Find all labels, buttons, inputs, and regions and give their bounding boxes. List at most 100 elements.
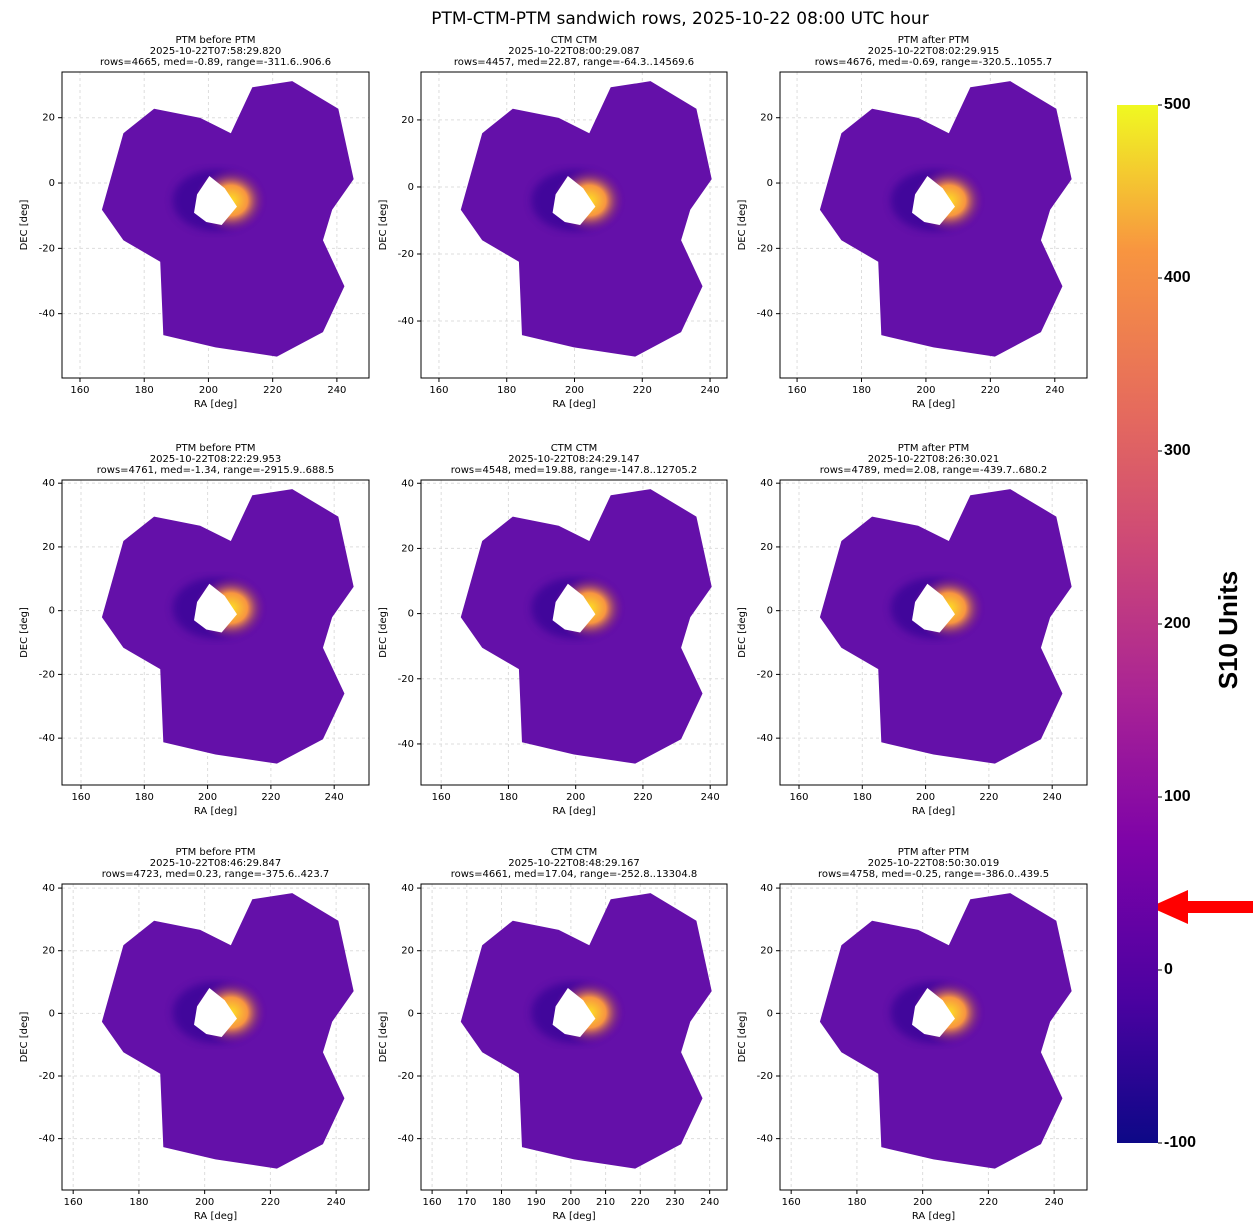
red-arrow [1150,890,1253,924]
x-tick-label: 240 [701,792,720,803]
panel: 160 180 200 220 240 -40 -20 0 20 40 RA [deg] DEC [d… [737,443,1088,817]
panel-title: PTM after PTM [898,443,970,454]
x-tick-label: 160 [71,792,90,803]
panel: 160 180 200 220 240 -40 -20 0 20 40 RA [deg] DEC [d… [378,443,728,817]
panel: 160 180 200 220 240 -40 -20 0 20 40 RA [deg] DEC [d… [19,443,370,817]
panel-title: PTM after PTM [898,35,970,46]
x-tick-label: 180 [135,792,154,803]
y-tick-label: 20 [42,113,55,124]
panel: 160 170 180 190 200 210 220 230 240 -40 -20 0 20 40 RA… [378,847,728,1222]
center-hole [194,988,237,1037]
x-tick-label: 200 [916,792,935,803]
x-tick-label: 220 [263,385,282,396]
panel-timestamp: 2025-10-22T08:48:29.167 [508,858,639,869]
y-tick-label: 40 [42,478,55,489]
y-tick-label: -20 [39,669,55,680]
y-tick-label: 20 [401,543,414,554]
axes-frame [420,883,728,1191]
colorbar-tick-label: 500 [1164,96,1191,113]
x-tick-label: 180 [135,385,154,396]
panel-title: PTM before PTM [175,35,255,46]
y-tick-label: -20 [757,1071,773,1082]
x-tick-label: 200 [195,1197,214,1208]
x-tick-label: 200 [199,385,218,396]
y-tick-label: 20 [42,542,55,553]
y-tick-label: -40 [398,739,414,750]
y-tick-label: -20 [398,674,414,685]
y-tick-label: -40 [757,733,773,744]
y-tick-label: 40 [42,883,55,894]
x-tick-label: 240 [1045,1197,1064,1208]
y-tick-label: -20 [39,243,55,254]
panel-title: CTM CTM [551,35,598,46]
x-tick-label: 180 [492,1197,511,1208]
panel-timestamp: 2025-10-22T08:00:29.087 [508,46,639,57]
colorbar-label: S10 Units [1213,571,1243,690]
x-tick-label: 180 [852,385,871,396]
x-tick-label: 160 [789,792,808,803]
panel: 160 180 200 220 240 -40 -20 0 20 40 RA [deg] DEC [d… [19,847,370,1222]
x-tick-label: 160 [782,1197,801,1208]
x-axis-label: RA [deg] [552,1211,595,1222]
y-tick-label: 0 [49,606,55,617]
x-tick-label: 180 [129,1197,148,1208]
x-axis-label: RA [deg] [912,399,955,410]
panel-stats: rows=4548, med=19.88, range=-147.8..1270… [451,465,698,476]
y-tick-label: 0 [767,606,773,617]
axes-frame [61,479,370,786]
x-tick-label: 160 [70,385,89,396]
x-axis-label: RA [deg] [194,1211,237,1222]
y-tick-label: -20 [398,1071,414,1082]
center-hole [552,176,596,225]
x-axis-label: RA [deg] [912,806,955,817]
panel-stats: rows=4665, med=-0.89, range=-311.6..906.… [100,57,331,68]
y-tick-label: -20 [757,243,773,254]
center-hole [912,583,955,633]
y-axis-label: DEC [deg] [378,1011,389,1062]
x-tick-label: 180 [853,792,872,803]
x-tick-label: 240 [1043,792,1062,803]
x-tick-label: 160 [429,385,448,396]
panel: 160 180 200 220 240 -40 -20 0 20 RA [deg] DEC [deg… [737,35,1088,410]
panel-timestamp: 2025-10-22T08:50:30.019 [868,858,999,869]
panel-timestamp: 2025-10-22T08:22:29.953 [150,454,281,465]
x-tick-label: 220 [633,792,652,803]
x-tick-label: 220 [981,385,1000,396]
y-axis-label: DEC [deg] [19,607,30,658]
panel-title: PTM after PTM [898,847,970,858]
axes-frame [779,883,1088,1191]
y-tick-label: -40 [398,1134,414,1145]
y-tick-label: -40 [39,309,55,320]
y-tick-label: 0 [408,182,414,193]
y-tick-label: 0 [49,1008,55,1019]
center-hole [552,988,596,1037]
panel-stats: rows=4676, med=-0.69, range=-320.5..1055… [815,57,1052,68]
x-tick-label: 220 [633,385,652,396]
center-hole [912,176,955,225]
x-tick-label: 240 [701,385,720,396]
x-tick-label: 220 [261,792,280,803]
y-axis-label: DEC [deg] [737,1011,748,1062]
y-axis-label: DEC [deg] [378,199,389,250]
y-tick-label: 0 [49,178,55,189]
panel: 160 180 200 220 240 -40 -20 0 20 RA [deg] DEC [deg… [19,35,370,410]
colorbar [1117,105,1158,1143]
y-tick-label: -20 [757,669,773,680]
x-tick-label: 240 [700,1197,719,1208]
y-tick-label: -20 [398,249,414,260]
y-tick-label: 40 [760,883,773,894]
center-hole [194,176,237,225]
x-tick-label: 190 [527,1197,546,1208]
y-tick-label: -40 [398,316,414,327]
y-tick-label: 0 [767,178,773,189]
x-tick-label: 200 [565,385,584,396]
colorbar-tick-label: -100 [1164,1134,1196,1151]
panel-timestamp: 2025-10-22T08:24:29.147 [508,454,639,465]
panel-timestamp: 2025-10-22T08:26:30.021 [868,454,999,465]
axes-frame [420,479,728,786]
x-tick-label: 220 [261,1197,280,1208]
panel-timestamp: 2025-10-22T08:02:29.915 [868,46,999,57]
y-tick-label: 40 [401,883,414,894]
panel: 160 180 200 220 240 -40 -20 0 20 RA [deg] DEC [deg… [378,35,728,410]
axes-frame [420,71,728,379]
